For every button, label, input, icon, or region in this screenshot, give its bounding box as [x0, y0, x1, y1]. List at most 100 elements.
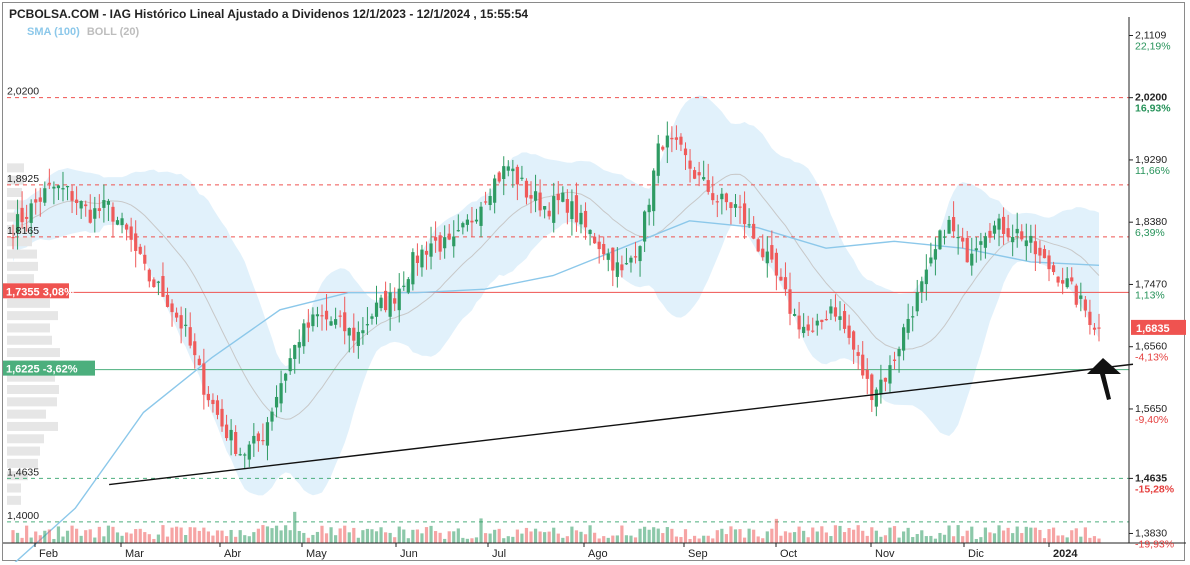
candle-body[interactable] — [770, 245, 774, 260]
candle-body[interactable] — [429, 243, 433, 257]
candle-body[interactable] — [624, 263, 629, 265]
candle-body[interactable] — [856, 352, 860, 356]
candle-body[interactable] — [161, 276, 165, 297]
candle-body[interactable] — [334, 319, 338, 325]
candle-body[interactable] — [447, 233, 451, 240]
candle-body[interactable] — [97, 208, 101, 212]
candle-body[interactable] — [679, 136, 683, 145]
candle-body[interactable] — [374, 302, 379, 317]
candle-body[interactable] — [674, 137, 679, 140]
candle-body[interactable] — [279, 383, 283, 404]
candle-body[interactable] — [942, 236, 947, 238]
candle-body[interactable] — [388, 292, 392, 317]
candle-body[interactable] — [220, 408, 224, 427]
candle-body[interactable] — [84, 204, 88, 207]
candle-body[interactable] — [338, 315, 342, 317]
candle-body[interactable] — [711, 193, 715, 201]
candle-body[interactable] — [888, 365, 892, 384]
candle-body[interactable] — [224, 424, 229, 439]
candle-body[interactable] — [124, 224, 129, 230]
candle-body[interactable] — [252, 435, 256, 444]
candle-body[interactable] — [1024, 240, 1028, 247]
candle-body[interactable] — [284, 373, 288, 381]
candle-body[interactable] — [692, 170, 697, 179]
candle-body[interactable] — [702, 177, 706, 180]
candle-body[interactable] — [297, 342, 301, 348]
candle-body[interactable] — [1029, 235, 1033, 243]
candle-body[interactable] — [561, 192, 565, 202]
candle-body[interactable] — [29, 203, 33, 223]
candle-body[interactable] — [179, 315, 183, 329]
candle-body[interactable] — [511, 168, 515, 172]
candle-body[interactable] — [70, 191, 74, 201]
candle-body[interactable] — [820, 319, 824, 323]
candle-body[interactable] — [93, 208, 97, 219]
candle-body[interactable] — [661, 146, 665, 150]
candle-body[interactable] — [583, 210, 588, 228]
candle-body[interactable] — [529, 195, 533, 199]
candle-body[interactable] — [411, 252, 415, 285]
candle-body[interactable] — [420, 249, 424, 268]
candle-body[interactable] — [683, 148, 688, 156]
candle-body[interactable] — [361, 330, 365, 334]
candle-body[interactable] — [988, 230, 992, 238]
candle-body[interactable] — [615, 262, 619, 277]
candle-body[interactable] — [588, 229, 592, 234]
candle-body[interactable] — [1079, 295, 1083, 299]
candle-body[interactable] — [15, 214, 20, 233]
candle-body[interactable] — [25, 216, 29, 219]
candle-body[interactable] — [197, 358, 201, 366]
candle-body[interactable] — [665, 135, 669, 148]
candle-body[interactable] — [761, 248, 765, 258]
candle-body[interactable] — [20, 207, 24, 223]
candle-body[interactable] — [1015, 228, 1019, 234]
candle-body[interactable] — [265, 422, 270, 446]
candle-body[interactable] — [815, 320, 819, 326]
candle-body[interactable] — [170, 303, 174, 313]
candle-body[interactable] — [920, 281, 924, 292]
candle-body[interactable] — [502, 166, 506, 180]
candle-body[interactable] — [938, 230, 942, 250]
candle-body[interactable] — [638, 246, 642, 262]
candle-body[interactable] — [424, 250, 429, 255]
candle-body[interactable] — [306, 322, 310, 328]
candle-body[interactable] — [783, 277, 788, 290]
candle-body[interactable] — [961, 237, 965, 242]
candle-body[interactable] — [34, 199, 38, 203]
candle-body[interactable] — [120, 218, 124, 226]
candle-body[interactable] — [1051, 265, 1056, 273]
candle-body[interactable] — [870, 374, 874, 401]
candle-body[interactable] — [188, 327, 192, 346]
candle-body[interactable] — [147, 269, 151, 282]
candle-body[interactable] — [802, 326, 806, 334]
candle-body[interactable] — [274, 396, 279, 408]
candle-body[interactable] — [474, 219, 479, 222]
candle-body[interactable] — [1020, 231, 1024, 240]
candle-body[interactable] — [465, 219, 469, 225]
candle-body[interactable] — [129, 226, 133, 240]
candle-body[interactable] — [488, 195, 492, 206]
candle-body[interactable] — [829, 306, 833, 314]
candle-body[interactable] — [347, 328, 351, 336]
candle-body[interactable] — [824, 319, 828, 321]
candle-body[interactable] — [929, 257, 933, 264]
candle-body[interactable] — [329, 321, 333, 326]
candle-body[interactable] — [574, 195, 579, 223]
candle-body[interactable] — [370, 316, 374, 319]
candle-body[interactable] — [788, 289, 792, 314]
candle-body[interactable] — [52, 186, 56, 189]
candle-body[interactable] — [365, 324, 370, 326]
candle-body[interactable] — [506, 166, 510, 171]
candle-body[interactable] — [547, 210, 551, 217]
candle-body[interactable] — [756, 239, 760, 252]
candle-body[interactable] — [288, 358, 292, 372]
candle-body[interactable] — [206, 393, 210, 401]
candle-body[interactable] — [706, 180, 710, 192]
candle-body[interactable] — [384, 290, 388, 311]
candle-body[interactable] — [497, 172, 501, 182]
candle-body[interactable] — [724, 193, 728, 203]
candle-body[interactable] — [965, 237, 969, 263]
candle-body[interactable] — [643, 211, 647, 242]
candle-body[interactable] — [1042, 249, 1047, 259]
candle-body[interactable] — [202, 363, 206, 395]
